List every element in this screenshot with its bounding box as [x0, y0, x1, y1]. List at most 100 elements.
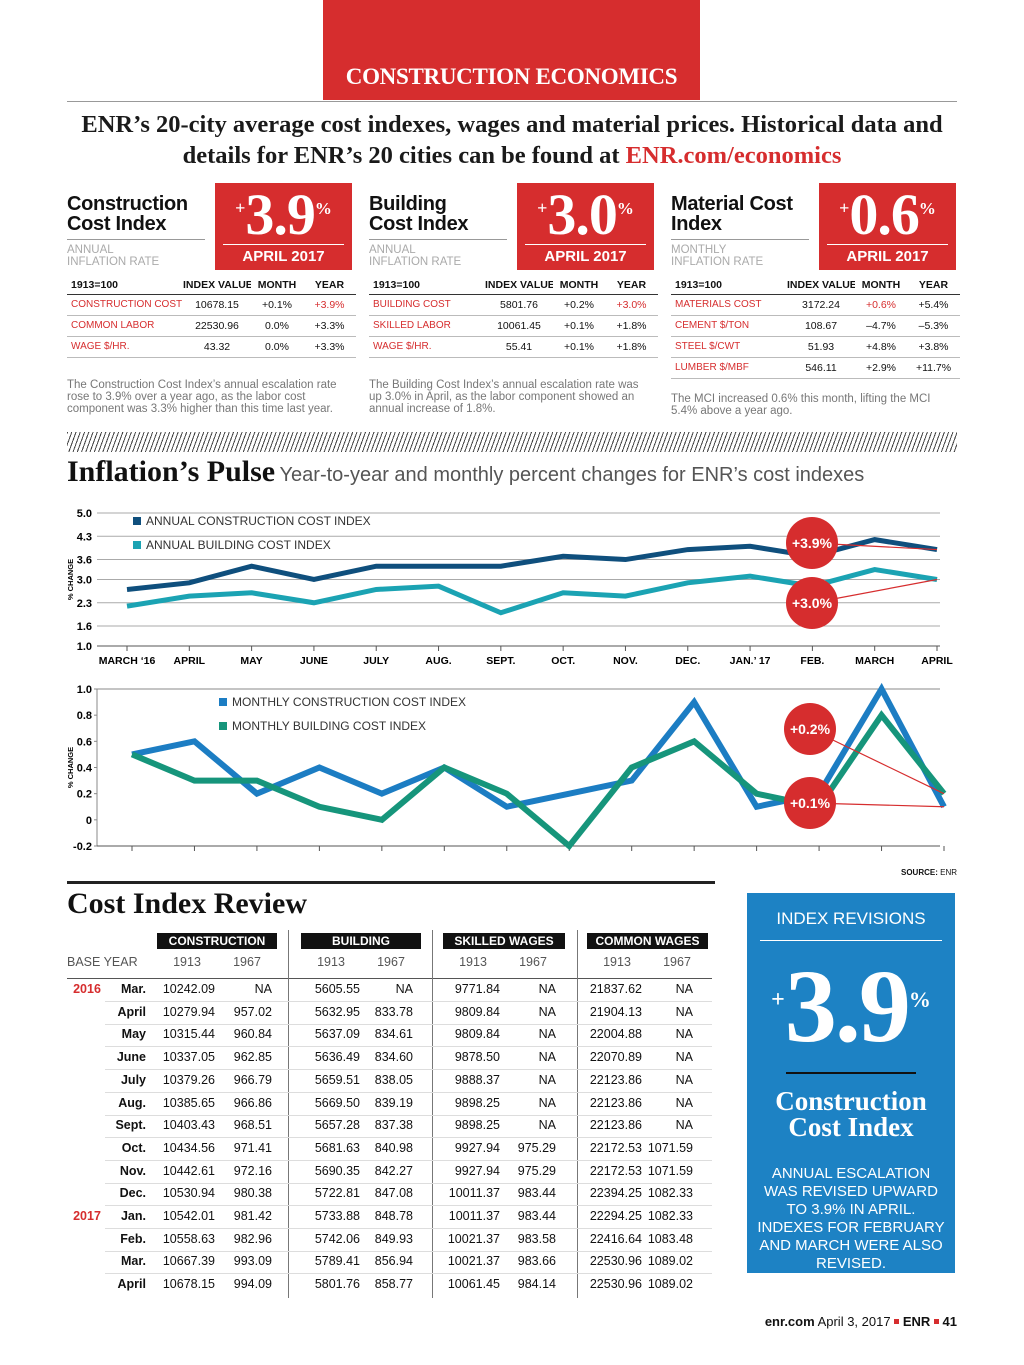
- cell: 10061.45: [447, 1277, 500, 1292]
- cell: 10667.39: [162, 1254, 215, 1269]
- cell: 975.29: [517, 1140, 556, 1155]
- cell: 9927.94: [454, 1163, 500, 1178]
- row: STEEL $/CWT 51.93 +4.8% +3.8%: [671, 336, 960, 357]
- cell: NA: [254, 982, 272, 996]
- row-rule: [105, 1069, 712, 1071]
- cell: 22530.96: [589, 1277, 642, 1292]
- x-tick-label: MARCH ‘16: [99, 655, 156, 667]
- cell: 10279.94: [162, 1004, 215, 1019]
- bullet: [894, 1319, 900, 1324]
- row-rule: [105, 1114, 712, 1116]
- cell: +5.4%: [918, 298, 949, 311]
- cell: 22172.53: [589, 1163, 642, 1178]
- row: WAGE $/HR. 55.41 +0.1% +1.8%: [369, 336, 658, 357]
- cell: 10021.37: [447, 1254, 500, 1269]
- cell: 983.58: [517, 1231, 556, 1246]
- cell: 975.29: [517, 1163, 556, 1178]
- cell: 994.09: [233, 1277, 272, 1292]
- legend-label: ANNUAL CONSTRUCTION COST INDEX: [146, 514, 371, 528]
- cell: 10678.15: [162, 1277, 215, 1292]
- cell: 849.93: [374, 1231, 413, 1246]
- cell: NA: [675, 982, 693, 996]
- month: Oct.: [121, 1140, 146, 1155]
- cell: 5801.76: [314, 1277, 360, 1292]
- section-title: CONSTRUCTION ECONOMICS: [345, 64, 678, 89]
- big-box: +0.6% APRIL 2017: [819, 183, 956, 270]
- index-table: 1913=100 INDEX VALUE MONTH YEAR CONSTRUCTION…: [67, 276, 356, 358]
- sidebar-text: ANNUAL ESCALATION WAS REVISED UPWARD TO …: [757, 1165, 945, 1272]
- link[interactable]: ENR.com/economics: [625, 142, 842, 169]
- cell: 837.38: [374, 1118, 413, 1133]
- index-table: 1913=100 INDEX VALUE MONTH YEAR BUILDING COS…: [369, 276, 658, 358]
- cell: +0.1%: [563, 319, 595, 332]
- cell: 5722.81: [314, 1186, 360, 1201]
- cell: 22123.86: [589, 1095, 642, 1110]
- base-year-label: BASE YEAR: [67, 955, 138, 969]
- y-tick-label: 0.2: [77, 789, 92, 801]
- source: SOURCE: ENR: [757, 868, 957, 877]
- x-tick-label: JUNE: [300, 655, 328, 667]
- y-axis-label: % CHANGE: [66, 747, 75, 788]
- column-header: YEAR: [918, 278, 949, 291]
- month: Dec.: [119, 1186, 146, 1201]
- cell: 9888.37: [454, 1072, 500, 1087]
- x-tick-label: JULY: [363, 655, 389, 667]
- cell: 22294.25: [589, 1209, 642, 1223]
- index-table: 1913=100 INDEX VALUE MONTH YEAR MATERIALS CO…: [671, 276, 960, 379]
- cell: 966.79: [233, 1072, 272, 1087]
- y-tick-label: 1.0: [77, 684, 92, 696]
- cell: 5605.55: [314, 982, 360, 996]
- callout-label: +3.0%: [792, 595, 833, 611]
- group-header: CONSTRUCTION: [157, 933, 277, 949]
- big-number: 3.0: [547, 182, 617, 247]
- cell: 22530.96: [195, 319, 239, 332]
- cell: –5.3%: [918, 319, 949, 332]
- month: Sept.: [115, 1118, 146, 1133]
- rule: [786, 1072, 916, 1074]
- cell: 10542.01: [162, 1209, 215, 1223]
- row: CONSTRUCTION COST 10678.15 +0.1% +3.9%: [67, 294, 356, 315]
- y-tick-label: 0.4: [77, 763, 93, 775]
- legend-swatch: [133, 541, 141, 549]
- x-tick-label: FEB.: [800, 655, 824, 667]
- x-tick-label: OCT.: [551, 655, 575, 667]
- y-tick-label: 0.6: [77, 736, 92, 748]
- cell: 22123.86: [589, 1072, 642, 1087]
- note: The Building Cost Index’s annual escalat…: [369, 379, 639, 415]
- month: April: [117, 1004, 146, 1019]
- cell: 22123.86: [589, 1118, 642, 1133]
- cell: 5637.09: [314, 1027, 360, 1042]
- row: SKILLED LABOR 10061.45 +0.1% +1.8%: [369, 315, 658, 336]
- x-tick-label: MARCH: [855, 655, 894, 667]
- row: CEMENT $/TON 108.67 –4.7% –5.3%: [671, 315, 960, 336]
- cell: +1.8%: [616, 319, 647, 332]
- cell: NA: [395, 982, 413, 996]
- cell: 1083.48: [647, 1231, 693, 1246]
- rule: [827, 244, 948, 245]
- cell: 957.02: [233, 1004, 272, 1019]
- base-year: 1967: [663, 955, 691, 969]
- row: MATERIALS COST 3172.24 +0.6% +5.4%: [671, 294, 960, 315]
- row-rule: [105, 1205, 712, 1207]
- column-header: 1913=100: [675, 278, 723, 291]
- date: APRIL 2017: [846, 248, 929, 265]
- cell: 848.78: [374, 1209, 413, 1223]
- sidebar-big: +3.9%: [747, 952, 955, 1062]
- y-tick-label: 3.0: [77, 575, 92, 587]
- rule: [67, 239, 205, 240]
- legend-swatch: [133, 517, 141, 525]
- cell: 9809.84: [454, 1027, 500, 1042]
- cell: 10385.65: [162, 1095, 215, 1110]
- footer-date: April 3, 2017: [817, 1314, 891, 1329]
- cell: 5789.41: [314, 1254, 360, 1269]
- x-tick-label: MAY: [240, 655, 262, 667]
- cell: +4.8%: [865, 340, 897, 353]
- column-header: INDEX VALUE: [183, 278, 251, 291]
- cell: +0.2%: [563, 298, 595, 311]
- cell: 1089.02: [647, 1277, 693, 1292]
- cell: 10434.56: [162, 1140, 215, 1155]
- big-figure: +3.0%: [517, 183, 654, 247]
- cell: 983.44: [517, 1186, 556, 1201]
- row-label: COMMON LABOR: [71, 320, 155, 331]
